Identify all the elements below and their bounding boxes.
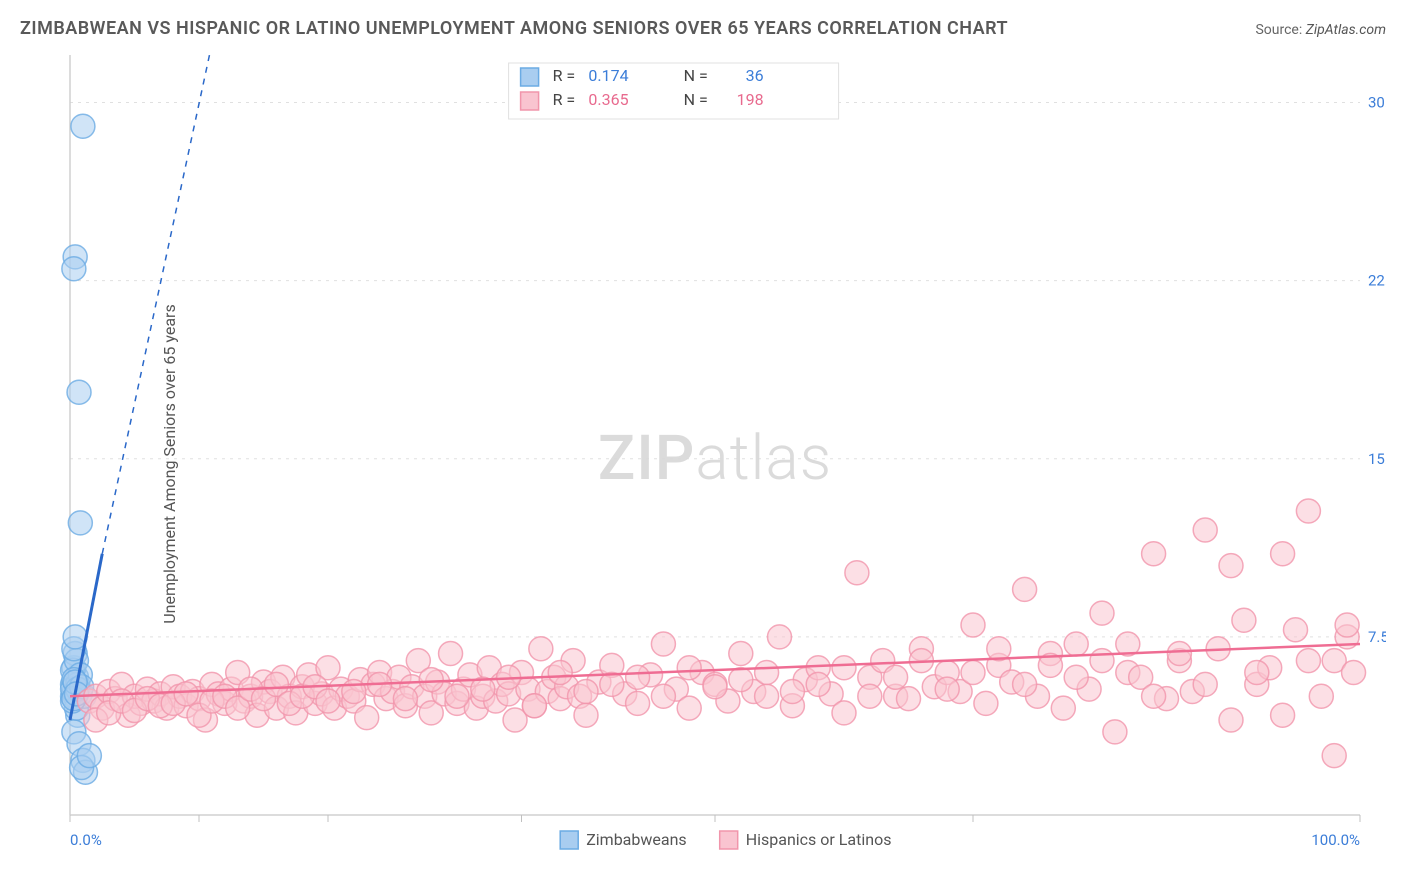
data-point [677, 656, 701, 680]
data-point [355, 706, 379, 730]
data-point [1167, 642, 1191, 666]
data-point [961, 661, 985, 685]
data-point [529, 637, 553, 661]
y-tick-label: 30.0% [1368, 94, 1386, 112]
legend-n-value: 36 [746, 66, 764, 85]
data-point [1064, 665, 1088, 689]
chart-source: Source: ZipAtlas.com [1255, 22, 1386, 38]
x-tick-label: 100.0% [1311, 831, 1360, 849]
data-point [1284, 618, 1308, 642]
data-point [858, 684, 882, 708]
data-point [897, 687, 921, 711]
data-point [1322, 744, 1346, 768]
source-value: ZipAtlas.com [1306, 22, 1386, 38]
data-point [1271, 542, 1295, 566]
data-point [1271, 703, 1295, 727]
chart-title: ZIMBABWEAN VS HISPANIC OR LATINO UNEMPLO… [20, 18, 1008, 39]
data-point [768, 625, 792, 649]
data-point [703, 675, 727, 699]
legend-n-label: N = [684, 90, 708, 109]
data-point [845, 561, 869, 585]
data-point [439, 642, 463, 666]
y-tick-label: 7.5% [1368, 628, 1386, 646]
watermark: ZIPatlas [598, 422, 832, 495]
data-point [1090, 649, 1114, 673]
data-point [1342, 661, 1366, 685]
data-point [755, 661, 779, 685]
y-axis-label: Unemployment Among Seniors over 65 years [160, 304, 179, 623]
data-point [67, 380, 91, 404]
legend-r-value: 0.365 [588, 90, 628, 109]
legend-swatch [560, 831, 578, 849]
data-point [1142, 684, 1166, 708]
data-point [1296, 499, 1320, 523]
chart-header: ZIMBABWEAN VS HISPANIC OR LATINO UNEMPLO… [20, 18, 1386, 39]
data-point [651, 684, 675, 708]
legend-n-label: N = [684, 66, 708, 85]
data-point [1193, 518, 1217, 542]
data-point [1219, 554, 1243, 578]
data-point [1245, 661, 1269, 685]
x-tick-label: 0.0% [70, 831, 102, 849]
data-point [729, 668, 753, 692]
source-label: Source: [1255, 22, 1302, 38]
data-point [62, 257, 86, 281]
scatter-chart: 7.5% 15.0% 22.5% 30.0% ZIPatlas 0.0% 100.0% R =… [20, 55, 1386, 872]
data-point [68, 511, 92, 535]
y-tick-label: 15.0% [1368, 450, 1386, 468]
data-point [626, 691, 650, 715]
data-point [626, 665, 650, 689]
data-point [419, 668, 443, 692]
data-point [806, 672, 830, 696]
data-point [1142, 542, 1166, 566]
data-point [961, 613, 985, 637]
legend-series-label: Zimbabweans [586, 830, 686, 849]
data-point [574, 680, 598, 704]
data-point [1013, 577, 1037, 601]
data-point [71, 114, 95, 138]
data-point [574, 703, 598, 727]
data-point [1051, 696, 1075, 720]
data-point [780, 680, 804, 704]
y-tick-label: 22.5% [1368, 272, 1386, 290]
legend-swatch [521, 92, 539, 110]
data-point [600, 672, 624, 696]
data-point [755, 684, 779, 708]
legend-n-value: 198 [737, 90, 764, 109]
data-point [974, 691, 998, 715]
legend-r-label: R = [553, 90, 576, 109]
data-point [935, 677, 959, 701]
data-point [651, 632, 675, 656]
data-point [174, 682, 198, 706]
data-point [1064, 632, 1088, 656]
data-point [393, 687, 417, 711]
data-point [1296, 649, 1320, 673]
data-point [1193, 672, 1217, 696]
data-point [1090, 601, 1114, 625]
data-point [522, 694, 546, 718]
data-point [1232, 608, 1256, 632]
legend-swatch [720, 831, 738, 849]
data-point [1013, 672, 1037, 696]
data-point [1309, 684, 1333, 708]
data-point [729, 642, 753, 666]
data-point [832, 701, 856, 725]
data-point [548, 661, 572, 685]
legend-r-value: 0.174 [588, 66, 628, 85]
data-point [677, 696, 701, 720]
data-point [1335, 613, 1359, 637]
chart-container: Unemployment Among Seniors over 65 years… [20, 55, 1386, 872]
data-point [1219, 708, 1243, 732]
data-point [342, 680, 366, 704]
legend-swatch [521, 68, 539, 86]
data-point [884, 665, 908, 689]
legend-series-label: Hispanics or Latinos [746, 830, 892, 849]
data-point [77, 744, 101, 768]
trend-line-dashed [102, 55, 209, 554]
legend-r-label: R = [553, 66, 576, 85]
data-point [1103, 720, 1127, 744]
data-point [445, 684, 469, 708]
data-point [316, 689, 340, 713]
data-point [832, 656, 856, 680]
